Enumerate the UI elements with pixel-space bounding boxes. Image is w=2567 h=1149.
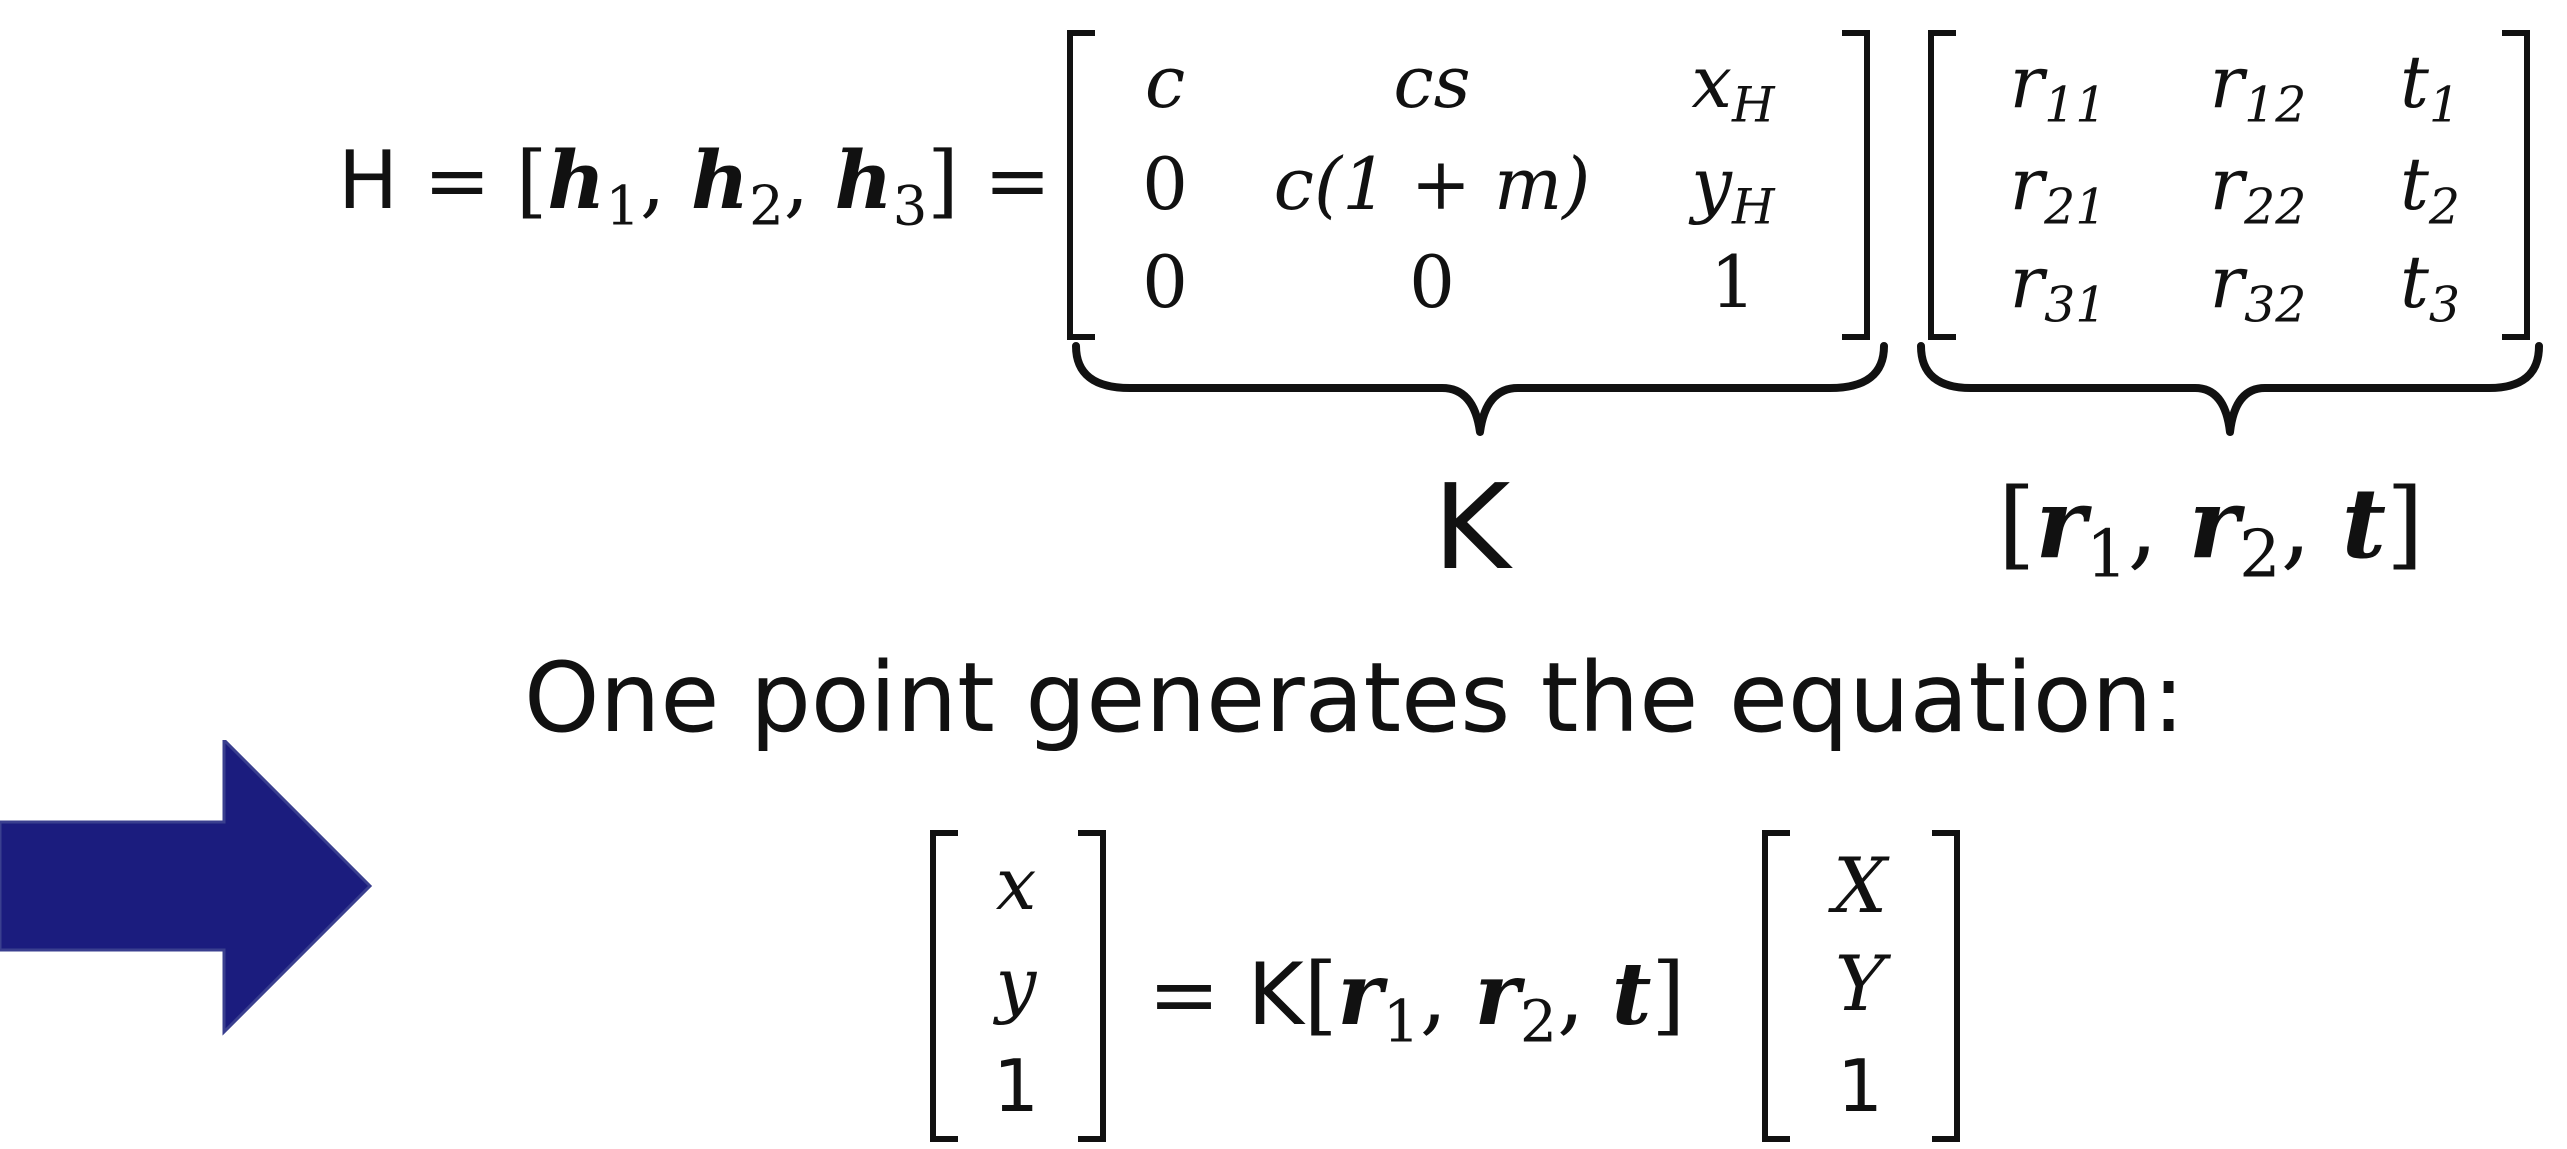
homography-lhs: H = [h1, h2, h3] = <box>338 133 1051 238</box>
k-matrix-left-bracket <box>1067 30 1095 340</box>
image-vector-cell: x <box>995 842 1037 926</box>
k-cell: c <box>1144 40 1186 124</box>
rt-cell: r21 <box>2009 142 2107 236</box>
world-vector-cell: 1 <box>1837 1044 1883 1128</box>
right-arrow-icon <box>0 740 373 1036</box>
image-vector-cell: 1 <box>993 1044 1039 1128</box>
rt-brace-label: [r1, r2, t] <box>1998 467 2424 593</box>
world-vector-cell: X <box>1832 841 1888 930</box>
k-cell: yH <box>1691 142 1775 236</box>
k-cell: 0 <box>1142 240 1188 324</box>
rt-cell: r11 <box>2009 40 2107 134</box>
world-vector-left-bracket <box>1762 830 1790 1142</box>
image-vector-left-bracket <box>930 830 958 1142</box>
rt-cell: r12 <box>2209 40 2307 134</box>
k-cell: 1 <box>1710 240 1756 324</box>
rt-cell: r22 <box>2209 142 2307 236</box>
caption-text: One point generates the equation: <box>524 642 2185 754</box>
rt-cell: r32 <box>2209 240 2307 334</box>
k-cell: cs <box>1393 40 1471 124</box>
projection-operator: = K[r1, r2, t] <box>1148 944 1686 1056</box>
k-matrix-right-bracket <box>1842 30 1870 340</box>
rt-cell: t2 <box>2399 142 2461 236</box>
rt-matrix-right-bracket <box>2502 30 2530 340</box>
world-vector-right-bracket <box>1932 830 1960 1142</box>
k-cell: 0 <box>1409 240 1455 324</box>
rt-underbrace <box>1917 342 2543 436</box>
rt-cell: t1 <box>2399 40 2461 134</box>
rt-cell: r31 <box>2009 240 2107 334</box>
k-cell: xH <box>1691 40 1775 134</box>
image-vector-right-bracket <box>1078 830 1106 1142</box>
k-cell: 0 <box>1142 142 1188 226</box>
k-brace-label: K <box>1433 458 1511 596</box>
k-underbrace <box>1072 342 1888 436</box>
image-vector-cell: y <box>995 942 1037 1026</box>
k-cell: c(1 + m) <box>1273 142 1591 226</box>
rt-matrix-left-bracket <box>1928 30 1956 340</box>
rt-cell: t3 <box>2399 240 2461 334</box>
world-vector-cell: Y <box>1834 939 1886 1028</box>
